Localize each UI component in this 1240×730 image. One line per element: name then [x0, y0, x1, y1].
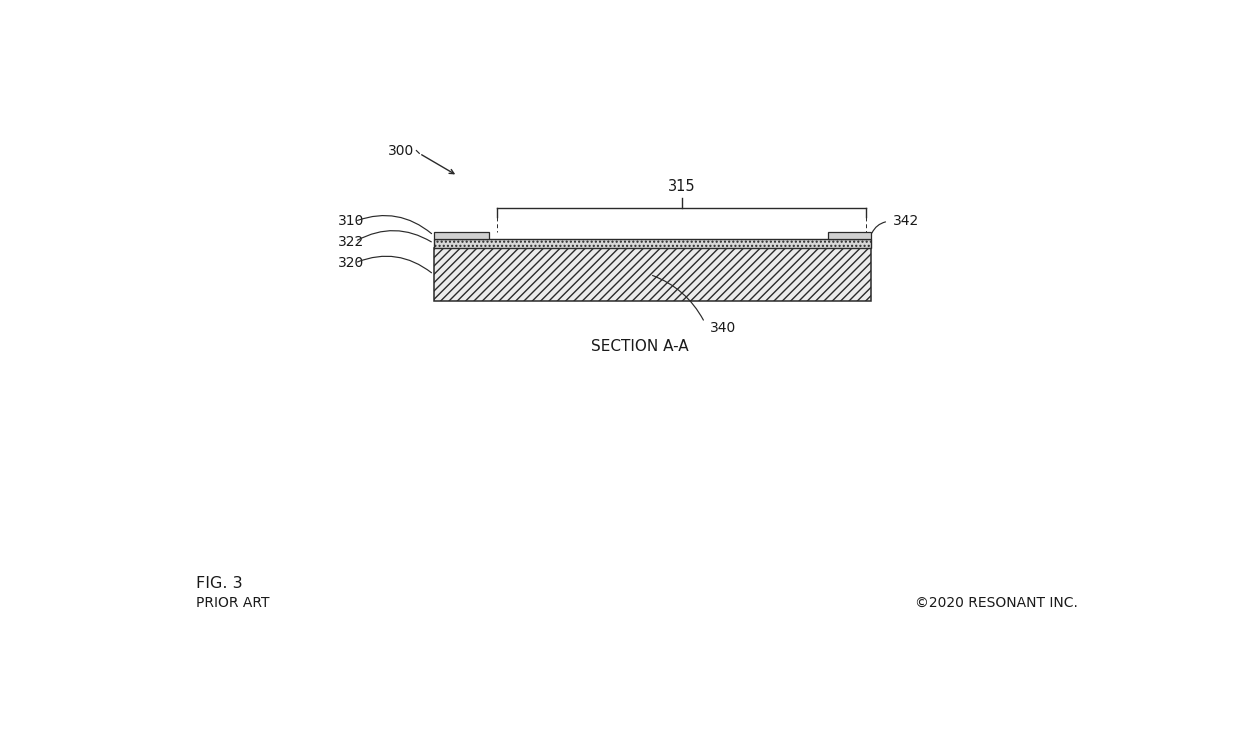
Text: 310: 310 [339, 215, 365, 228]
Text: PRIOR ART: PRIOR ART [196, 596, 270, 610]
Text: FIG. 3: FIG. 3 [196, 576, 243, 591]
Bar [434, 232, 490, 239]
Bar [434, 247, 870, 301]
Bar [828, 232, 870, 239]
Text: ©2020 RESONANT INC.: ©2020 RESONANT INC. [915, 596, 1078, 610]
Text: 342: 342 [893, 215, 919, 228]
Text: 340: 340 [709, 321, 735, 335]
Text: 315: 315 [668, 180, 696, 194]
Text: 322: 322 [339, 234, 365, 249]
Text: SECTION A-A: SECTION A-A [591, 339, 689, 353]
Bar [434, 239, 870, 247]
Text: 300: 300 [388, 144, 414, 158]
Text: 320: 320 [339, 256, 365, 270]
